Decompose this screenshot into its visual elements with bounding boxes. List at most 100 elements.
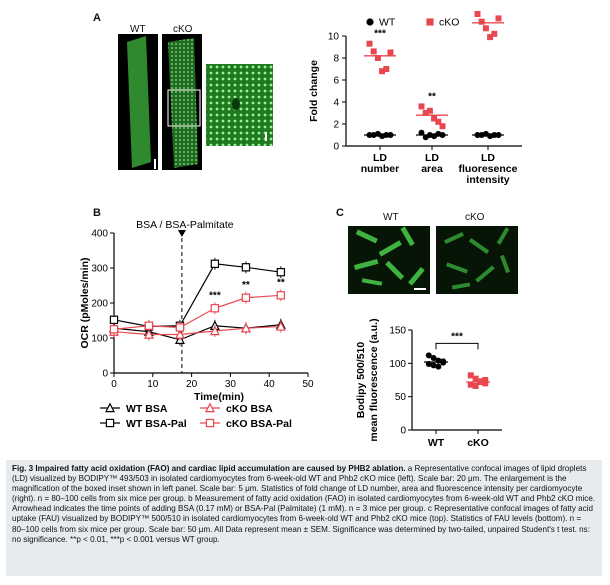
chart-a-category-label: area — [421, 163, 443, 175]
chart-a-category-label: LD — [425, 152, 439, 164]
chart-b-x-tick-label: 0 — [111, 379, 117, 390]
caption-body: a Representative confocal images of lipi… — [12, 464, 596, 544]
panel-c-wt-label: WT — [383, 212, 399, 223]
legend-wt-marker — [366, 18, 374, 26]
chart-b-point — [276, 291, 286, 300]
chart-a-category-label: intensity — [466, 174, 509, 186]
chart-b-point — [275, 320, 286, 331]
chart-b-point — [144, 321, 154, 330]
legend-marker — [105, 402, 115, 413]
chart-b-significance: ** — [277, 277, 285, 288]
chart-c-significance-bracket — [435, 342, 479, 350]
legend-label: WT BSA-Pal — [126, 418, 187, 430]
chart-b-point — [174, 328, 185, 339]
chart-b-series-line — [113, 325, 281, 336]
panel-c-scale-bar — [414, 288, 426, 290]
chart-a-cko-point — [366, 40, 373, 47]
chart-c-wt-point — [440, 358, 447, 365]
chart-a-cko-point — [387, 49, 394, 56]
chart-a-wt-point — [418, 129, 425, 136]
chart-c-wt-point — [430, 362, 437, 369]
boxed-inset — [167, 89, 201, 127]
chart-a-significance: *** — [374, 29, 386, 40]
chart-b-point — [209, 325, 220, 336]
chart-c-cko-point — [472, 383, 479, 389]
chart-a-cko-point — [482, 25, 489, 32]
chart-b-x-tick-label: 10 — [147, 379, 159, 390]
chart-a-y-label: Fold change — [308, 60, 320, 122]
chart-b-x-label: Time(min) — [194, 391, 244, 403]
panel-a-letter: A — [93, 12, 101, 24]
enlargement-scale-bar — [265, 132, 267, 141]
chart-a-cko-point — [383, 66, 390, 72]
chart-c-cko-point — [467, 381, 474, 388]
chart-a-cko-point — [478, 18, 485, 25]
chart-c-wt-point — [435, 363, 442, 370]
panel-c-cko-image — [436, 226, 518, 294]
chart-a-y-tick-label: 4 — [333, 98, 339, 109]
chart-b-point — [210, 304, 220, 313]
chart-b-x-tick-label: 20 — [186, 379, 198, 390]
chart-a-cko-point — [426, 107, 433, 114]
legend-cko-marker — [426, 18, 434, 26]
panel-a-cko-label: cKO — [173, 24, 193, 35]
chart-a-cko-point — [495, 15, 502, 22]
chart-b-x-tick-label: 30 — [225, 379, 237, 390]
legend-marker — [205, 418, 215, 428]
legend-label: cKO — [439, 17, 459, 29]
chart-b-x-tick-label: 50 — [302, 379, 314, 390]
panel-b-chart: 0 100 200 300 400 0 10 20 30 40 50 Time(min) OCR (pM… — [79, 219, 314, 430]
panel-a-micrographs — [118, 34, 273, 170]
panel-c-cko-label: cKO — [465, 212, 485, 223]
chart-b-point — [109, 315, 119, 324]
legend-label: cKO BSA-Pal — [226, 418, 292, 430]
chart-a-cko-point — [439, 123, 446, 130]
panel-c-micrographs — [348, 226, 518, 294]
chart-c-y-tick-label: 50 — [395, 392, 407, 403]
chart-a-cko-point — [474, 11, 481, 17]
chart-b-series-line — [113, 263, 281, 328]
panel-a-wt-label: WT — [130, 24, 146, 35]
chart-c-wt-point — [425, 352, 432, 359]
legend-label: cKO BSA — [226, 403, 273, 415]
chart-b-point — [143, 328, 154, 339]
chart-b-y-tick-label: 200 — [91, 299, 108, 310]
chart-c-y-tick-label: 150 — [389, 326, 406, 337]
chart-b-y-tick-label: 400 — [91, 229, 108, 240]
chart-c-y-tick-label: 0 — [400, 426, 406, 437]
chart-a-y-tick-label: 8 — [333, 54, 339, 65]
chart-c-y-label-line2: mean fluorescence (a.u.) — [368, 318, 380, 441]
chart-a-category-label: LD — [373, 152, 387, 164]
chart-a-y-tick-label: 10 — [328, 32, 340, 43]
chart-b-x-tick-label: 40 — [264, 379, 276, 390]
chart-b-y-tick-label: 0 — [102, 369, 108, 380]
chart-a-cko-point — [418, 103, 425, 110]
chart-a-cko-point — [435, 118, 442, 125]
chart-b-y-tick-label: 100 — [91, 334, 108, 345]
chart-c-wt-point — [430, 355, 437, 361]
legend-label: WT — [379, 17, 396, 29]
chart-a-category-label: fluoresence — [459, 163, 518, 175]
chart-b-series-line — [113, 294, 281, 330]
chart-c-category-label: cKO — [467, 437, 489, 449]
chart-b-significance: *** — [209, 290, 221, 301]
legend-label: WT BSA — [126, 403, 168, 415]
chart-a-significance: ** — [428, 91, 436, 102]
chart-a-cko-point — [431, 115, 438, 122]
chart-c-cko-point — [482, 377, 489, 383]
chart-c-y-tick-label: 100 — [389, 359, 406, 370]
panel-c-wt-image — [348, 226, 430, 294]
panel-c-letter: C — [336, 207, 344, 219]
legend-marker — [105, 418, 115, 428]
chart-b-point — [241, 263, 251, 272]
chart-b-point — [241, 293, 251, 302]
caption-title: Fig. 3 Impaired fatty acid oxidation (FA… — [12, 464, 406, 473]
chart-c-significance: *** — [451, 331, 463, 342]
chart-b-significance: ** — [242, 280, 250, 291]
panel-c-chart: 0 50 100 150 Bodipy 500/510 mean fluorescence… — [355, 318, 502, 449]
chart-a-category-label: number — [361, 163, 400, 175]
chart-b-y-label: OCR (pMoles/min) — [79, 258, 91, 349]
chart-b-point — [276, 267, 286, 277]
legend-marker — [205, 402, 215, 413]
chart-a-cko-point — [491, 30, 498, 37]
